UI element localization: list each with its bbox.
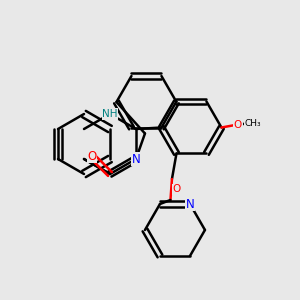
Text: CH₃: CH₃	[244, 118, 261, 127]
Text: O: O	[172, 184, 181, 194]
Text: O: O	[234, 119, 242, 130]
Text: N: N	[132, 152, 140, 166]
Text: O: O	[87, 149, 97, 163]
Text: NH: NH	[102, 109, 118, 119]
Text: N: N	[186, 197, 194, 211]
